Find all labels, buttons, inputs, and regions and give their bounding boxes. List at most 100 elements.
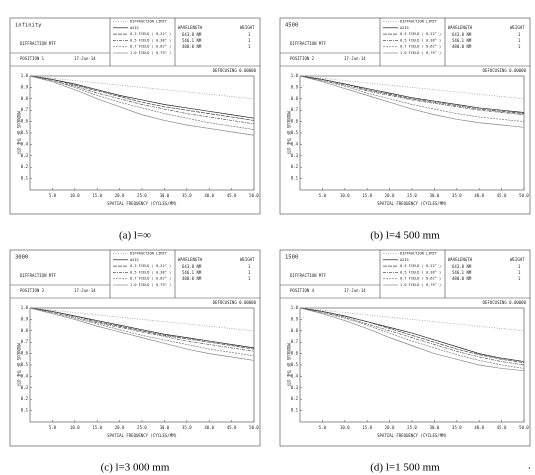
- y-tick-label: 0.8: [291, 328, 299, 333]
- legend-label: 1.0 FIELD ( 0.79° ): [130, 283, 171, 287]
- y-tick-label: 0.3: [291, 153, 299, 158]
- x-tick-label: 45.0: [497, 193, 507, 198]
- y-tick-label: 0.7: [21, 339, 29, 344]
- y-tick-label: 0.6: [21, 119, 29, 124]
- caption: (a) l=∞: [119, 230, 151, 242]
- legend-label: DIFFRACTION LIMIT: [130, 252, 168, 256]
- legend-label: 0.7 FIELD ( 0.62° ): [130, 277, 171, 281]
- position: POSITION 4: [290, 288, 315, 293]
- position: POSITION 1: [20, 56, 45, 61]
- wavelength-header: WAVELENGTH: [178, 25, 203, 30]
- y-tick-label: 0.7: [291, 107, 299, 112]
- x-tick-label: 35.0: [182, 193, 192, 198]
- chart-subtitle: DIFFRACTION MTF: [20, 273, 57, 278]
- x-tick-label: 5.0: [319, 193, 327, 198]
- wavelength-cell: 546.1 NM: [182, 38, 202, 43]
- wavelength-cell: 1: [518, 32, 521, 37]
- chart-title: 3000: [15, 255, 28, 261]
- y-tick-label: 0.6: [21, 351, 29, 356]
- mtf-curve: [299, 75, 525, 113]
- legend-label: 0.7 FIELD ( 0.62° ): [400, 277, 441, 281]
- legend-label: 0.7 FIELD ( 0.62° ): [400, 45, 441, 49]
- wavelength-header: WAVELENGTH: [178, 257, 203, 262]
- legend-label: AXIS: [130, 258, 139, 262]
- y-tick-label: 1.0: [291, 73, 299, 78]
- x-tick-label: 40.0: [474, 425, 484, 430]
- wavelength-header: WEIGHT: [510, 25, 525, 30]
- wavelength-cell: 643.8 NM: [452, 264, 472, 269]
- wavelength-header: WAVELENGTH: [448, 25, 473, 30]
- wavelength-cell: 480.0 NM: [182, 276, 202, 281]
- mtf-curve: [29, 307, 255, 350]
- x-tick-label: 30.0: [430, 193, 440, 198]
- plot-frame: [299, 307, 525, 423]
- wavelength-cell: 1: [248, 264, 251, 269]
- legend-label: 0.3 FIELD ( 0.22° ): [130, 32, 171, 36]
- mtf-curve: [299, 75, 525, 100]
- x-tick-label: 10.0: [70, 193, 80, 198]
- position: POSITION 2: [290, 56, 315, 61]
- y-tick-label: 0.8: [291, 96, 299, 101]
- x-tick-label: 40.0: [204, 193, 214, 198]
- x-tick-label: 25.0: [137, 193, 147, 198]
- wavelength-cell: 1: [518, 44, 521, 49]
- legend-label: AXIS: [400, 258, 409, 262]
- mtf-curve: [299, 75, 525, 114]
- plot-frame: [29, 75, 255, 191]
- wavelength-cell: 1: [248, 276, 251, 281]
- panel-frame: [9, 249, 261, 447]
- y-axis-label: MODULUS OF THE OTF: [16, 343, 21, 387]
- x-tick-label: 20.0: [115, 425, 125, 430]
- y-tick-label: 0.1: [21, 176, 29, 181]
- x-axis-label: SPATIAL FREQUENCY (CYCLES/MM): [377, 201, 447, 206]
- legend-label: DIFFRACTION LIMIT: [400, 252, 438, 256]
- mtf-curve: [29, 307, 255, 352]
- legend-label: 1.0 FIELD ( 0.79° ): [400, 283, 441, 287]
- y-tick-label: 0.2: [21, 164, 29, 169]
- y-tick-label: 1.0: [21, 73, 29, 78]
- defocus: DEFOCUSING 0.00000: [213, 300, 257, 305]
- wavelength-cell: 1: [518, 276, 521, 281]
- mtf-curve: [299, 75, 525, 122]
- mtf-curve: [299, 307, 525, 366]
- wavelength-header: WEIGHT: [240, 257, 255, 262]
- position: POSITION 3: [20, 288, 45, 293]
- trailing-mark: .: [528, 460, 531, 472]
- y-tick-label: 0.9: [291, 84, 299, 89]
- x-tick-label: 5.0: [49, 425, 57, 430]
- wavelength-cell: 546.1 NM: [452, 270, 472, 275]
- y-tick-label: 0.7: [21, 107, 29, 112]
- chart-subtitle: DIFFRACTION MTF: [290, 41, 327, 46]
- y-tick-label: 0.4: [21, 141, 29, 146]
- x-tick-label: 50.0: [519, 425, 529, 430]
- y-tick-label: 0.4: [291, 141, 299, 146]
- legend-label: 1.0 FIELD ( 0.79° ): [130, 51, 171, 55]
- x-axis-label: SPATIAL FREQUENCY (CYCLES/MM): [377, 433, 447, 438]
- y-axis-label: MODULUS OF THE OTF: [286, 343, 291, 387]
- plot-frame: [29, 307, 255, 423]
- y-tick-label: 0.1: [291, 408, 299, 413]
- y-tick-label: 0.4: [291, 373, 299, 378]
- x-tick-label: 20.0: [115, 193, 125, 198]
- caption: (b) l=4 500 mm: [370, 230, 440, 242]
- wavelength-cell: 1: [518, 38, 521, 43]
- wavelength-header: WEIGHT: [510, 257, 525, 262]
- x-tick-label: 25.0: [137, 425, 147, 430]
- y-tick-label: 0.1: [291, 176, 299, 181]
- x-axis-label: SPATIAL FREQUENCY (CYCLES/MM): [107, 201, 177, 206]
- wavelength-cell: 480.0 NM: [452, 44, 472, 49]
- panel-frame: [9, 17, 261, 215]
- legend-label: DIFFRACTION LIMIT: [400, 20, 438, 24]
- y-tick-label: 0.5: [21, 130, 29, 135]
- y-axis-label: MODULUS OF THE OTF: [16, 111, 21, 155]
- chart-title: infinity: [15, 23, 42, 29]
- x-tick-label: 45.0: [227, 425, 237, 430]
- x-tick-label: 25.0: [407, 193, 417, 198]
- legend-label: DIFFRACTION LIMIT: [130, 20, 168, 24]
- y-tick-label: 1.0: [291, 305, 299, 310]
- mtf-curve: [29, 307, 255, 361]
- x-tick-label: 20.0: [385, 425, 395, 430]
- wavelength-cell: 643.8 NM: [182, 32, 202, 37]
- legend-label: AXIS: [130, 26, 139, 30]
- x-tick-label: 45.0: [227, 193, 237, 198]
